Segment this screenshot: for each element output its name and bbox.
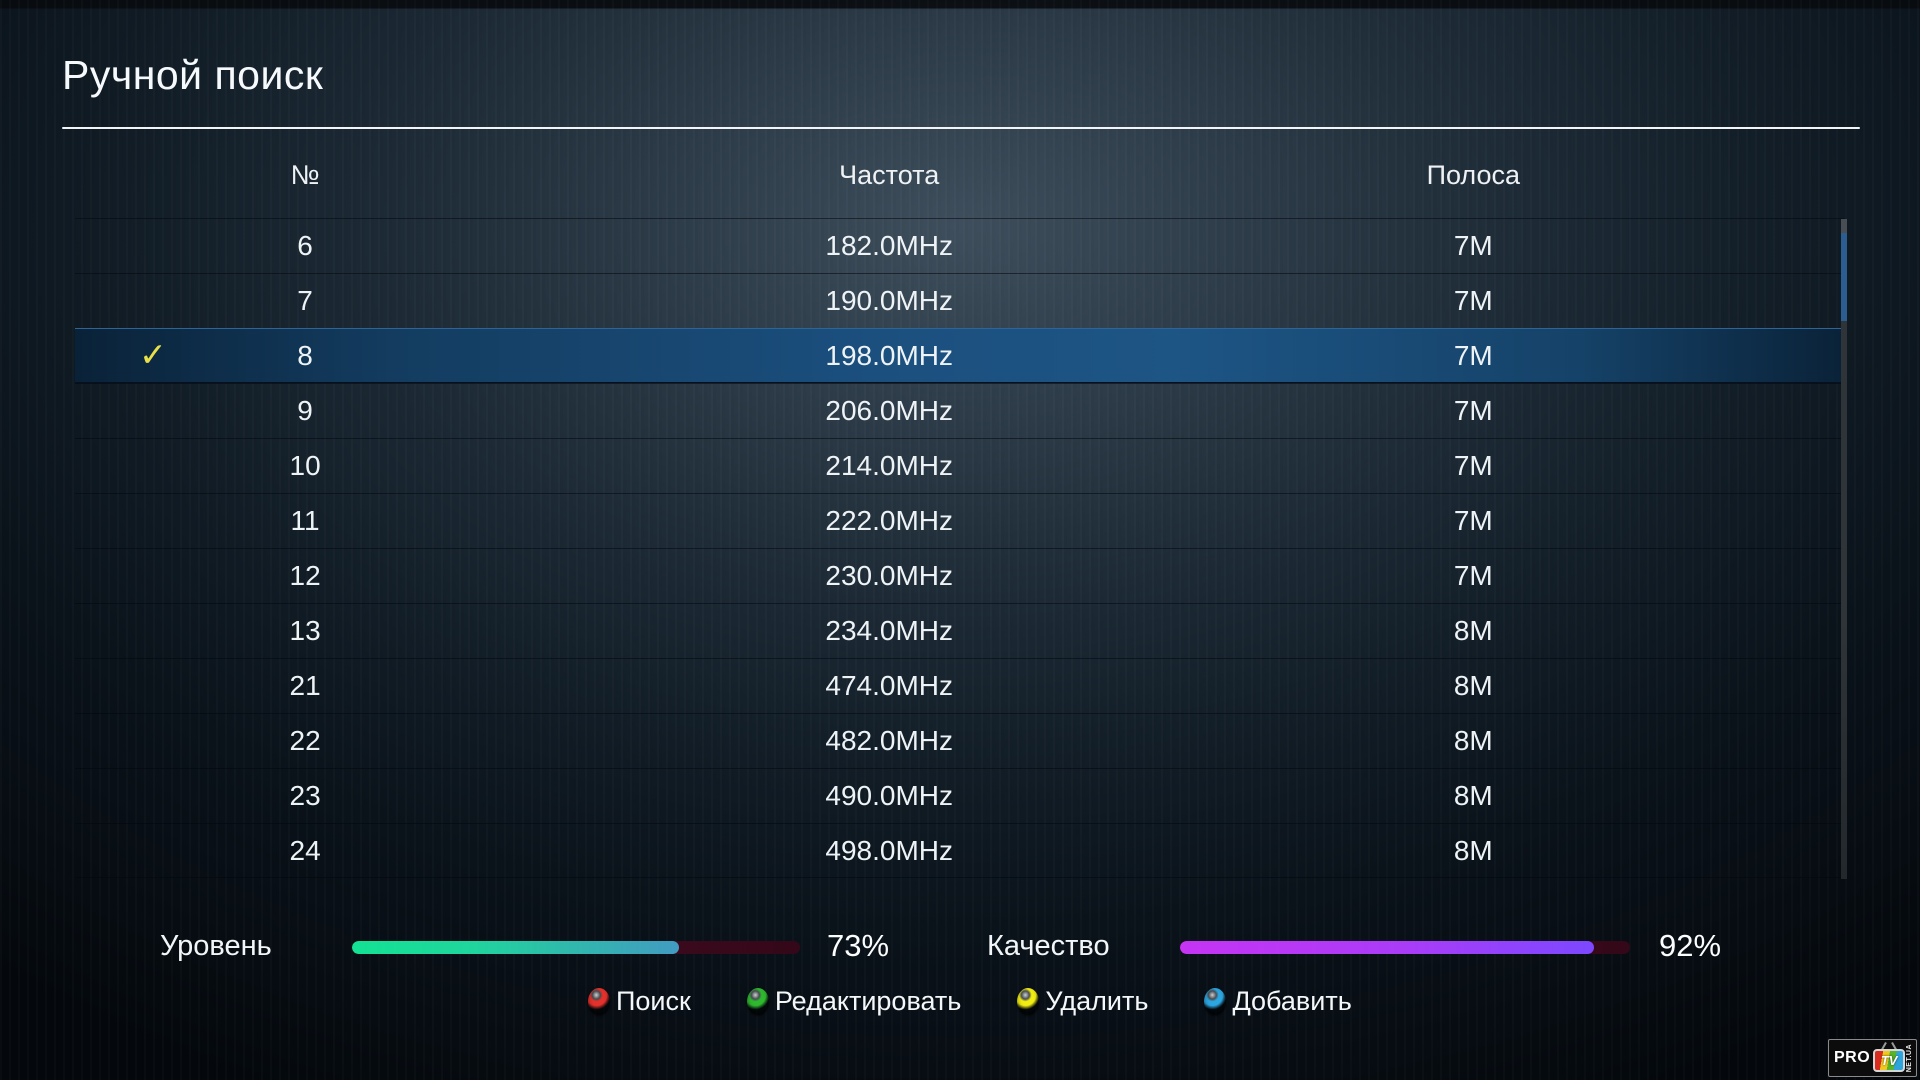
quality-value: 92% bbox=[1658, 928, 1722, 963]
level-bar-fill bbox=[352, 941, 680, 954]
cell-frequency: 198.0MHz bbox=[825, 340, 953, 371]
cell-bandwidth: 8M bbox=[1453, 615, 1493, 646]
cell-bandwidth: 7M bbox=[1453, 560, 1493, 591]
edit-key-button[interactable]: Редактировать bbox=[746, 985, 962, 1017]
check-icon bbox=[133, 219, 173, 273]
cell-number: 22 bbox=[289, 725, 321, 756]
table-header: № Частота Полоса bbox=[75, 152, 1845, 198]
quality-bar-fill bbox=[1180, 941, 1594, 954]
color-key-bar: Поиск Редактировать Удалить Добавить bbox=[588, 982, 1352, 1020]
table-row[interactable]: 24 498.0MHz 8M bbox=[75, 823, 1845, 878]
check-icon bbox=[133, 604, 173, 658]
cell-number: 12 bbox=[289, 560, 321, 591]
table-row[interactable]: 23 490.0MHz 8M bbox=[75, 768, 1845, 823]
check-icon bbox=[133, 549, 173, 603]
cell-frequency: 490.0MHz bbox=[825, 780, 953, 811]
cell-number: 21 bbox=[289, 670, 321, 701]
logo-domain-text: NET.UA bbox=[1906, 1043, 1913, 1073]
brand-logo: PRO TV NET.UA bbox=[1828, 1039, 1917, 1077]
search-dot-icon bbox=[588, 987, 610, 1015]
check-icon bbox=[133, 824, 173, 878]
cell-bandwidth: 8M bbox=[1453, 780, 1493, 811]
table-row[interactable]: 7 190.0MHz 7M bbox=[75, 273, 1845, 328]
cell-number: 23 bbox=[289, 780, 321, 811]
cell-number: 24 bbox=[289, 835, 321, 866]
logo-tv-text: TV bbox=[1880, 1053, 1898, 1068]
add-key-button[interactable]: Добавить bbox=[1204, 985, 1352, 1017]
table-row[interactable]: 9 206.0MHz 7M bbox=[75, 383, 1845, 438]
table-row[interactable]: 12 230.0MHz 7M bbox=[75, 548, 1845, 603]
column-header-number: № bbox=[290, 160, 320, 190]
table-row[interactable]: 11 222.0MHz 7M bbox=[75, 493, 1845, 548]
title-divider bbox=[62, 127, 1860, 129]
cell-bandwidth: 7M bbox=[1453, 395, 1493, 426]
check-icon bbox=[133, 714, 173, 768]
cell-number: 13 bbox=[289, 615, 321, 646]
level-value: 73% bbox=[826, 928, 890, 963]
logo-pro-text: PRO bbox=[1834, 1049, 1871, 1066]
tv-icon: TV bbox=[1873, 1043, 1906, 1073]
table-row[interactable]: 22 482.0MHz 8M bbox=[75, 713, 1845, 768]
column-header-frequency: Частота bbox=[839, 160, 940, 190]
table-row[interactable]: 13 234.0MHz 8M bbox=[75, 603, 1845, 658]
edit-key-label: Редактировать bbox=[774, 985, 962, 1016]
cell-frequency: 474.0MHz bbox=[825, 670, 953, 701]
delete-key-label: Удалить bbox=[1045, 985, 1149, 1016]
edit-dot-icon bbox=[746, 987, 769, 1015]
cell-bandwidth: 7M bbox=[1453, 505, 1493, 536]
cell-bandwidth: 8M bbox=[1453, 670, 1493, 701]
quality-label: Качество bbox=[987, 930, 1110, 962]
cell-frequency: 206.0MHz bbox=[825, 395, 953, 426]
add-key-label: Добавить bbox=[1232, 985, 1352, 1016]
cell-frequency: 214.0MHz bbox=[825, 450, 953, 481]
check-icon bbox=[133, 384, 173, 438]
cell-frequency: 234.0MHz bbox=[825, 615, 953, 646]
table-row[interactable]: ✓ 8 198.0MHz 7M bbox=[75, 328, 1845, 383]
page-title: Ручной поиск bbox=[62, 52, 324, 98]
delete-dot-icon bbox=[1017, 987, 1040, 1015]
check-icon bbox=[133, 769, 173, 823]
cell-bandwidth: 8M bbox=[1453, 725, 1493, 756]
quality-bar bbox=[1180, 941, 1630, 954]
level-bar bbox=[352, 941, 800, 954]
cell-bandwidth: 7M bbox=[1453, 285, 1493, 316]
cell-frequency: 482.0MHz bbox=[825, 725, 953, 756]
check-icon bbox=[133, 659, 173, 713]
check-icon bbox=[133, 494, 173, 548]
cell-frequency: 222.0MHz bbox=[825, 505, 953, 536]
cell-frequency: 190.0MHz bbox=[825, 285, 953, 316]
cell-bandwidth: 8M bbox=[1453, 835, 1493, 866]
cell-number: 10 bbox=[289, 450, 321, 481]
scrollbar-thumb[interactable] bbox=[1841, 233, 1847, 321]
channel-table: 6 182.0MHz 7M 7 190.0MHz 7M ✓ 8 198.0MHz… bbox=[75, 218, 1845, 878]
check-icon: ✓ bbox=[139, 336, 167, 373]
cell-bandwidth: 7M bbox=[1453, 340, 1493, 371]
table-row[interactable]: 10 214.0MHz 7M bbox=[75, 438, 1845, 493]
table-row[interactable]: 21 474.0MHz 8M bbox=[75, 658, 1845, 713]
table-row[interactable]: 6 182.0MHz 7M bbox=[75, 218, 1845, 273]
cell-number: 11 bbox=[290, 505, 320, 536]
cell-frequency: 498.0MHz bbox=[825, 835, 953, 866]
cell-frequency: 230.0MHz bbox=[825, 560, 953, 591]
check-icon bbox=[133, 274, 173, 328]
search-key-button[interactable]: Поиск bbox=[588, 986, 691, 1017]
check-icon bbox=[133, 439, 173, 493]
cell-number: 9 bbox=[297, 395, 313, 426]
cell-bandwidth: 7M bbox=[1453, 450, 1493, 481]
cell-number: 6 bbox=[297, 230, 313, 261]
delete-key-button[interactable]: Удалить bbox=[1017, 986, 1148, 1017]
level-label: Уровень bbox=[160, 930, 272, 962]
add-dot-icon bbox=[1204, 987, 1227, 1015]
search-key-label: Поиск bbox=[616, 985, 691, 1016]
scrollbar-track[interactable] bbox=[1841, 219, 1847, 879]
cell-bandwidth: 7M bbox=[1453, 230, 1493, 261]
column-header-bandwidth: Полоса bbox=[1426, 160, 1520, 190]
cell-number: 8 bbox=[297, 340, 313, 371]
cell-frequency: 182.0MHz bbox=[825, 230, 953, 261]
cell-number: 7 bbox=[297, 285, 313, 316]
